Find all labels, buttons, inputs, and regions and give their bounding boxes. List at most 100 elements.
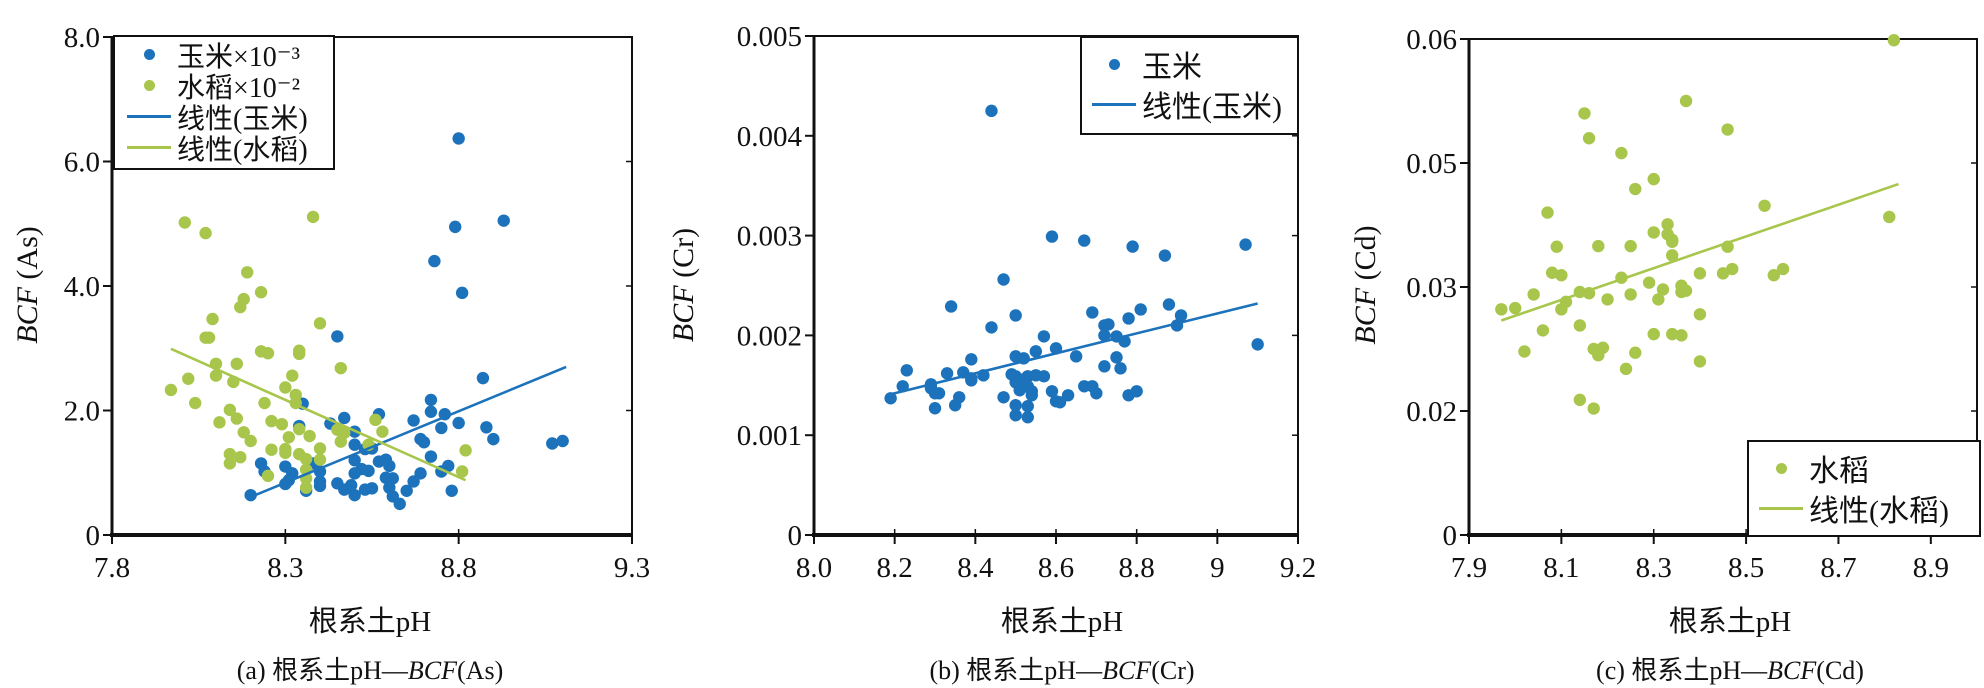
- y-tick-label: 0.005: [737, 21, 802, 53]
- data-point-corn: [997, 273, 1010, 286]
- data-point-rice: [1767, 269, 1781, 282]
- data-point-corn: [362, 464, 375, 478]
- data-point-rice: [1555, 269, 1568, 282]
- data-point-rice: [1495, 303, 1508, 316]
- data-point-corn: [1037, 370, 1051, 383]
- legend-label: 线性(水稻): [1809, 495, 1949, 528]
- data-point-corn: [1029, 345, 1043, 358]
- data-point-rice: [261, 469, 275, 483]
- data-point-rice: [334, 435, 347, 448]
- data-point-rice: [313, 442, 327, 455]
- chart-c-caption: (c) 根系土pH—BCF(Cd): [1596, 650, 1864, 687]
- data-point-rice: [178, 216, 191, 229]
- y-tick-label: 0.05: [1406, 148, 1457, 180]
- data-point-corn: [338, 483, 351, 496]
- data-point-corn: [424, 450, 438, 463]
- chart-b-caption-prefix: (b) 根系土pH—: [929, 656, 1103, 685]
- data-point-rice: [1550, 240, 1563, 253]
- legend-item: 水稻: [1753, 448, 1975, 488]
- data-point-rice: [1527, 288, 1540, 301]
- chart-a-caption-italic: BCF: [407, 656, 458, 685]
- data-point-corn: [348, 488, 361, 502]
- legend-item: 线性(水稻): [1753, 488, 1975, 528]
- data-point-corn: [1009, 309, 1022, 322]
- data-point-corn: [424, 393, 438, 407]
- legend-item: 水稻×10⁻²: [121, 70, 327, 104]
- legend-label: 线性(玉米): [1142, 91, 1282, 124]
- line-marker-icon: [1753, 506, 1809, 510]
- data-point-corn: [940, 367, 954, 380]
- data-point-rice: [282, 431, 295, 444]
- data-point-rice: [369, 413, 382, 427]
- data-point-rice: [1619, 362, 1633, 376]
- y-tick-label: 0.03: [1406, 272, 1457, 304]
- data-point-corn: [965, 374, 978, 387]
- data-point-rice: [1693, 355, 1707, 368]
- data-point-rice: [334, 361, 347, 375]
- data-point-corn: [1090, 387, 1103, 400]
- data-point-corn: [985, 321, 998, 334]
- data-point-corn: [313, 479, 327, 493]
- data-point-corn: [1102, 318, 1115, 331]
- data-point-corn: [424, 405, 438, 418]
- data-point-corn: [497, 214, 510, 227]
- data-point-rice: [1647, 172, 1660, 186]
- chart-c-x-axis-title: 根系土pH: [1668, 606, 1792, 638]
- x-tick-label: 9.2: [1280, 552, 1316, 584]
- data-point-rice: [206, 312, 219, 326]
- data-point-rice: [1675, 285, 1688, 299]
- legend-item: 线性(玉米): [1086, 84, 1293, 124]
- data-point-corn: [331, 330, 344, 343]
- data-point-rice: [265, 443, 278, 456]
- x-tick-label: 8.9: [1913, 552, 1949, 584]
- data-point-corn: [1098, 360, 1111, 373]
- data-point-corn: [1130, 385, 1143, 398]
- chart-c-caption-suffix: (Cd): [1816, 656, 1864, 685]
- data-point-corn: [452, 132, 465, 145]
- data-point-rice: [306, 210, 320, 224]
- data-point-rice: [1883, 210, 1896, 224]
- x-tick-label: 8.1: [1543, 552, 1579, 584]
- data-point-corn: [417, 436, 431, 449]
- data-point-rice: [258, 396, 271, 410]
- data-point-rice: [1536, 324, 1550, 337]
- x-tick-label: 7.8: [94, 552, 130, 584]
- data-point-rice: [1578, 107, 1591, 120]
- data-point-rice: [286, 369, 299, 382]
- dot-marker-icon: [121, 80, 177, 91]
- data-point-corn: [1061, 389, 1075, 402]
- data-point-rice: [1652, 293, 1665, 306]
- data-point-rice: [1587, 402, 1600, 415]
- data-point-rice: [244, 434, 257, 448]
- data-point-rice: [303, 429, 316, 443]
- chart-b-y-title-rest: (Cr): [667, 227, 700, 286]
- data-point-rice: [261, 347, 275, 360]
- y-tick-label: 0.02: [1406, 396, 1457, 428]
- data-point-rice: [279, 446, 292, 460]
- data-point-corn: [1069, 350, 1083, 363]
- chart-c-caption-italic: BCF: [1767, 656, 1817, 685]
- trendline-rice: [170, 347, 467, 482]
- data-point-corn: [386, 472, 399, 485]
- data-point-rice: [1887, 34, 1901, 47]
- legend-label: 玉米: [1142, 51, 1202, 84]
- data-point-rice: [1624, 239, 1637, 253]
- chart-a-y-title-italic: BCF: [11, 287, 44, 344]
- trendline-corn: [250, 365, 567, 499]
- chart-b-y-title-italic: BCF: [667, 285, 700, 343]
- data-point-rice: [1518, 345, 1531, 358]
- chart-b-caption-suffix: (Cr): [1151, 656, 1195, 685]
- data-point-rice: [209, 369, 223, 382]
- line-marker-icon: [1086, 102, 1142, 106]
- data-point-corn: [1053, 396, 1067, 409]
- chart-b-legend: 玉米 线性(玉米): [1080, 36, 1299, 135]
- data-point-rice: [1573, 393, 1587, 407]
- data-point-rice: [1508, 301, 1522, 315]
- data-point-corn: [1110, 351, 1123, 364]
- line-marker-icon: [121, 115, 177, 118]
- data-point-corn: [452, 416, 465, 430]
- data-point-rice: [234, 450, 247, 464]
- chart-c-y-axis-title: BCF (Cd): [1349, 225, 1383, 344]
- data-point-rice: [1656, 283, 1670, 296]
- legend-label: 玉米×10⁻³: [177, 41, 300, 73]
